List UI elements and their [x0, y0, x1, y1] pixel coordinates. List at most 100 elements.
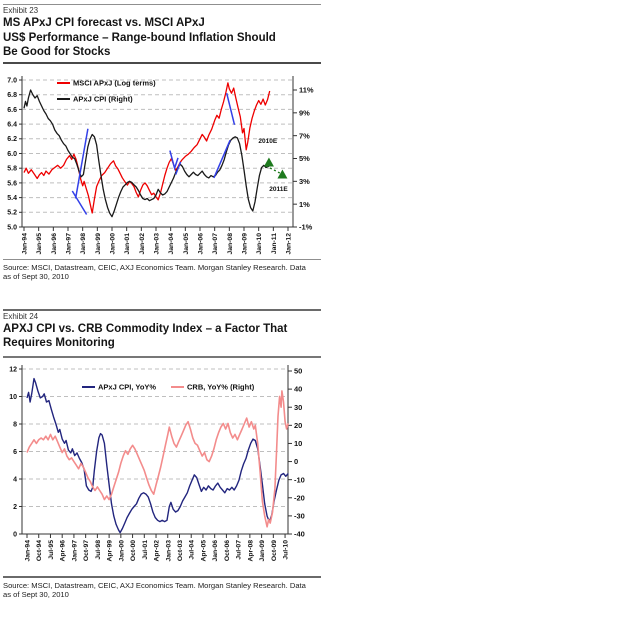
divider	[3, 575, 321, 578]
divider	[3, 258, 321, 260]
y-tick-label: 5.4	[7, 195, 17, 202]
x-tick-label: Jan-00	[118, 539, 125, 561]
x-tick-label: Jul-95	[48, 539, 55, 559]
y-tick-right-label: -1%	[299, 222, 313, 231]
x-tick-label: Jan-03	[165, 539, 172, 561]
exhibit-23-chart: 7.0 6.8 6.6 6.4 6.2 6.0 5.8 5.6 5.4 5.2 5.0 11% 9% 7%…	[7, 75, 314, 254]
legend-label-crb-yoy-right: CRB, YoY% (Right)	[187, 382, 255, 391]
x-tick-label: Jan-03	[154, 232, 161, 254]
y-tick-label: 5.2	[7, 209, 17, 216]
x-tick-label: Jan-06	[198, 232, 205, 254]
x-tick-label: Jul-01	[142, 539, 149, 559]
y-tick-right-label: 50	[294, 366, 302, 375]
x-tick-label: Apr-99	[107, 539, 114, 561]
x-tick-label: Jan-00	[110, 232, 117, 254]
exhibit-label: Exhibit 24	[3, 311, 39, 321]
y-tick-label: 7.0	[7, 77, 17, 84]
x-tick-label: Jan-06	[212, 539, 219, 561]
legend-label-apxj-cpi-yoy: APxJ CPI, YoY%	[98, 382, 156, 391]
y-tick-label: 8	[13, 421, 17, 428]
title-line: MS APxJ CPI forecast vs. MSCI APxJ	[3, 17, 205, 29]
x-tick-label: Jul-04	[189, 539, 196, 559]
y-tick-label: 5.6	[7, 180, 17, 187]
x-tick-label: Jan-09	[242, 232, 249, 254]
estimate-label: 2010E	[258, 138, 277, 145]
exhibit-23-title: MS APxJ CPI forecast vs. MSCI APxJ US$ P…	[3, 16, 321, 60]
x-tick-label: Jan-12	[286, 232, 293, 254]
trend-annotation-line	[74, 128, 89, 199]
x-tick-label: Oct-09	[271, 539, 278, 560]
x-tick-label: Jan-97	[66, 232, 73, 254]
y-tick-label: 6.8	[7, 92, 17, 99]
trend-annotation-line	[71, 190, 88, 215]
x-tick-label: Oct-97	[83, 539, 90, 560]
series-line-apxj-cpi-yoy	[26, 377, 289, 533]
y-tick-right-label: -40	[294, 529, 305, 538]
x-tick-label: Jan-09	[259, 539, 266, 561]
divider	[3, 308, 321, 311]
y-tick-label: 2	[13, 503, 17, 510]
estimate-triangle-marker	[263, 156, 274, 166]
title-line: APXJ CPI vs. CRB Commodity Index – a Fac…	[3, 322, 288, 335]
y-tick-right-label: 5%	[299, 154, 310, 163]
y-tick-label: 10	[9, 393, 17, 400]
y-tick-label: 6.0	[7, 150, 17, 157]
exhibit-24-title: APXJ CPI vs. CRB Commodity Index – a Fac…	[3, 322, 321, 351]
x-tick-label: Jan-02	[139, 232, 146, 254]
x-tick-label: Jan-01	[124, 232, 131, 254]
x-tick-label: Jan-04	[168, 232, 175, 254]
source-note: Source: MSCI, Datastream, CEIC, AXJ Econ…	[3, 580, 306, 599]
x-tick-label: Jan-94	[25, 539, 32, 561]
series-line-msci-apxj-log-terms	[23, 81, 271, 214]
divider	[3, 355, 321, 358]
x-tick-label: Jan-11	[271, 232, 278, 253]
x-tick-label: Apr-96	[60, 539, 67, 561]
x-tick-label: Jan-97	[71, 539, 78, 561]
y-tick-right-label: 10	[294, 439, 302, 448]
estimate-triangle-marker	[277, 168, 288, 178]
y-tick-label: 6.2	[7, 136, 17, 143]
x-tick-label: Jul-98	[95, 539, 102, 559]
x-tick-label: Oct-03	[177, 539, 184, 560]
y-tick-label: 0	[13, 531, 17, 538]
y-tick-label: 6.6	[7, 106, 17, 113]
exhibit-label: Exhibit 23	[3, 6, 39, 15]
y-tick-right-label: 30	[294, 402, 302, 411]
x-tick-label: Apr-05	[200, 539, 207, 561]
y-tick-right-label: 11%	[299, 85, 314, 94]
x-tick-label: Jan-10	[256, 232, 263, 254]
x-tick-label: Jan-98	[80, 232, 87, 254]
title-line: Be Good for Stocks	[3, 46, 111, 58]
series-line-crb-yoy-right	[26, 389, 289, 528]
trend-annotation-line	[213, 139, 231, 178]
y-tick-right-label: 20	[294, 420, 302, 429]
y-tick-label: 6.4	[7, 121, 17, 128]
legend-label-msci-apxj-log-terms: MSCI APxJ (Log terms)	[73, 78, 156, 87]
y-tick-right-label: 7%	[299, 131, 310, 140]
y-tick-label: 4	[13, 476, 17, 483]
estimate-label: 2011E	[269, 186, 288, 193]
source-note: Source: MSCI, Datastream, CEIC, AXJ Econ…	[3, 262, 306, 281]
title-line: Requires Monitoring	[3, 337, 115, 349]
y-tick-right-label: 1%	[299, 199, 310, 208]
x-tick-label: Jan-95	[36, 232, 43, 254]
x-tick-label: Oct-00	[130, 539, 137, 560]
x-tick-label: Oct-06	[224, 539, 231, 560]
x-tick-label: Jan-96	[51, 232, 58, 254]
title-line: US$ Performance – Range-bound Inflation …	[3, 31, 276, 44]
y-tick-label: 12	[9, 366, 17, 373]
x-tick-label: Apr-08	[247, 539, 254, 561]
y-tick-right-label: 9%	[299, 108, 310, 117]
x-tick-label: Jul-10	[283, 539, 290, 559]
y-tick-right-label: -20	[294, 493, 305, 502]
report-column: Exhibit 23 MS APxJ CPI forecast vs. MSCI…	[3, 0, 321, 599]
y-tick-label: 5.8	[7, 165, 17, 172]
x-tick-label: Jan-99	[95, 232, 102, 254]
y-tick-right-label: 3%	[299, 176, 310, 185]
trend-annotation-line	[169, 149, 179, 171]
x-tick-label: Jan-05	[183, 232, 190, 254]
y-tick-right-label: 40	[294, 384, 302, 393]
estimate-dash-line	[265, 164, 282, 174]
